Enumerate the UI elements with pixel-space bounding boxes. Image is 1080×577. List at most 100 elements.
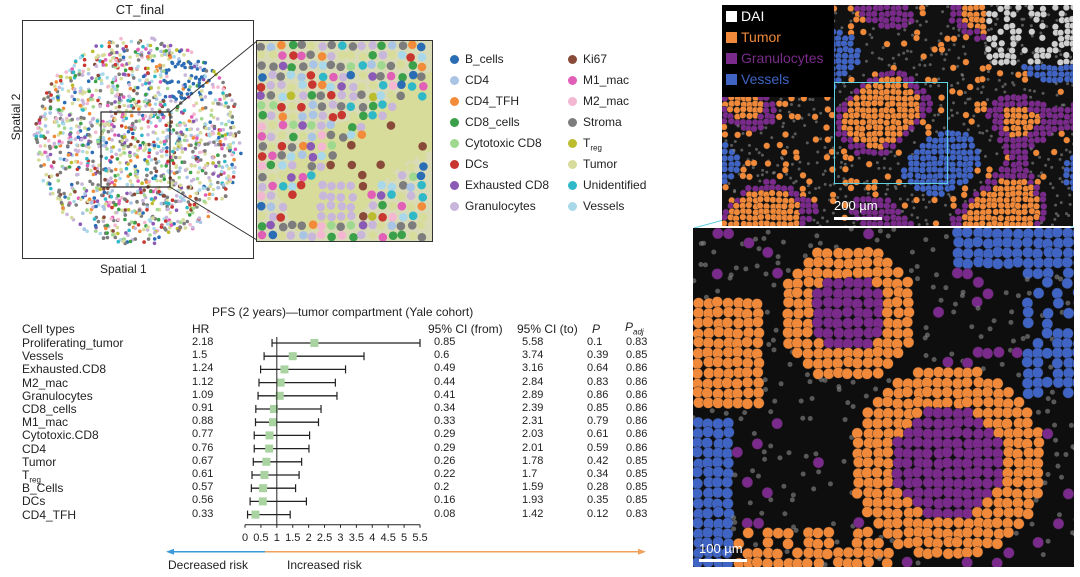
cell-point <box>43 144 47 148</box>
segmented-cell <box>812 456 825 469</box>
cell-point <box>109 101 114 106</box>
cell-point <box>199 138 203 142</box>
cell-point <box>123 217 127 222</box>
cell-point <box>159 201 164 206</box>
segmented-cell <box>922 466 934 479</box>
cell-point <box>337 82 346 91</box>
segmented-cell <box>982 407 994 419</box>
segmented-cell <box>921 437 934 450</box>
nucleus <box>766 342 772 348</box>
cell-point <box>155 178 159 183</box>
segmented-cell <box>1063 136 1071 144</box>
cell-point <box>107 44 112 49</box>
nucleus <box>960 289 966 295</box>
cell-point <box>104 226 108 231</box>
nucleus <box>849 19 853 23</box>
cell-point <box>417 52 427 62</box>
segmented-cell <box>941 457 954 469</box>
cell-point <box>212 69 216 74</box>
cell-point <box>397 152 406 161</box>
nucleus <box>1049 182 1053 186</box>
nucleus <box>814 120 818 124</box>
nucleus <box>1041 91 1045 95</box>
nucleus <box>1028 89 1032 93</box>
cell-point <box>336 193 346 202</box>
segmented-cell <box>1009 28 1017 36</box>
segmented-cell <box>952 496 964 509</box>
segmented-cell <box>1032 467 1044 479</box>
segmented-cell <box>942 366 954 379</box>
cell-point <box>268 181 277 191</box>
segmented-cell <box>902 336 915 349</box>
legend-label: Cytotoxic CD8 <box>465 136 542 150</box>
microscopy-legend-item: Granulocytes <box>726 50 823 66</box>
cell-point <box>397 171 407 180</box>
segmented-cell <box>732 220 740 226</box>
segmented-cell <box>1041 327 1053 339</box>
cell-point <box>110 114 114 119</box>
segmented-cell <box>1051 337 1064 349</box>
cell-point <box>308 220 318 229</box>
segmented-cell <box>791 547 804 559</box>
cell-point <box>217 135 221 140</box>
nucleus <box>956 64 960 68</box>
cell-point <box>185 205 189 210</box>
cell-point <box>110 205 114 210</box>
segmented-cell <box>1021 99 1029 107</box>
nucleus <box>732 148 736 152</box>
segmented-cell <box>853 58 861 66</box>
microscopy-legend-swatch <box>726 32 737 43</box>
segmented-cell <box>953 236 965 248</box>
cell-point <box>152 241 157 246</box>
segmented-cell <box>1001 486 1014 498</box>
segmented-cell <box>822 357 834 369</box>
cell-point <box>378 133 387 142</box>
segmented-cell <box>1073 259 1074 267</box>
segmented-cell <box>802 347 814 360</box>
cell-point <box>336 62 345 72</box>
segmented-cell <box>823 537 835 549</box>
segmented-cell <box>973 201 981 209</box>
segmented-cell <box>847 63 855 71</box>
segmented-cell <box>733 154 741 162</box>
cell-point <box>207 176 211 180</box>
cell-point <box>145 78 150 82</box>
nucleus <box>885 187 889 191</box>
segmented-cell <box>871 417 884 430</box>
nucleus <box>840 26 844 30</box>
nucleus <box>762 377 768 383</box>
cell-point <box>53 120 57 124</box>
nucleus <box>939 32 943 36</box>
nucleus <box>830 521 836 527</box>
cell-point <box>268 172 277 182</box>
segmented-cell <box>1042 307 1054 320</box>
cell-point <box>346 50 355 60</box>
segmented-cell <box>931 377 944 389</box>
segmented-cell <box>822 327 834 340</box>
cell-point <box>135 175 139 180</box>
segmented-cell <box>847 184 855 192</box>
cell-point <box>75 167 80 172</box>
segmented-cell <box>985 208 993 216</box>
nucleus <box>763 271 769 277</box>
cell-point <box>346 130 356 140</box>
segmented-cell <box>744 184 752 192</box>
spatial-plot-title: CT_final <box>115 2 165 17</box>
cell-point <box>161 63 166 68</box>
cell-point <box>131 121 135 126</box>
nucleus <box>1055 93 1059 97</box>
segmented-cell <box>712 228 724 240</box>
cell-point <box>142 193 147 198</box>
cell-point <box>306 142 316 151</box>
nucleus <box>808 97 812 101</box>
cell-point <box>218 128 223 132</box>
cell-point <box>398 163 407 172</box>
cell-point <box>83 126 87 130</box>
segmented-cell <box>971 466 984 478</box>
segmented-cell <box>862 228 875 240</box>
segmented-cell <box>1020 178 1028 186</box>
cell-point <box>220 121 224 126</box>
cell-point <box>288 112 298 121</box>
cell-point <box>151 221 155 226</box>
segmented-cell <box>949 64 957 72</box>
